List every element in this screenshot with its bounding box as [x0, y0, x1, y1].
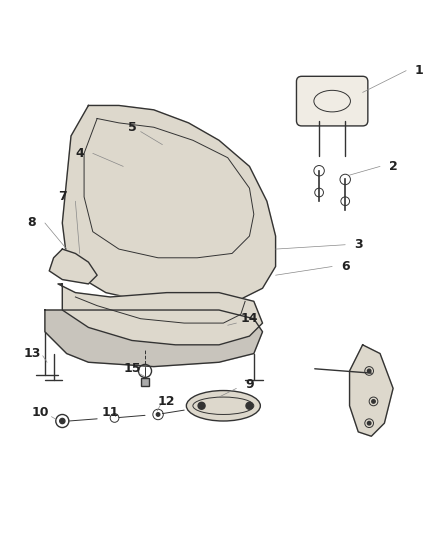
Circle shape — [198, 402, 205, 409]
Text: 6: 6 — [341, 260, 350, 273]
Text: 1: 1 — [415, 64, 424, 77]
Text: 11: 11 — [102, 406, 119, 419]
Text: 13: 13 — [23, 347, 41, 360]
Text: 15: 15 — [123, 362, 141, 375]
Text: 2: 2 — [389, 160, 397, 173]
Polygon shape — [58, 284, 262, 345]
Text: 10: 10 — [32, 406, 49, 419]
Text: 12: 12 — [158, 395, 176, 408]
Circle shape — [60, 418, 65, 424]
Circle shape — [372, 400, 375, 403]
FancyBboxPatch shape — [297, 76, 368, 126]
Text: 4: 4 — [75, 147, 84, 160]
Polygon shape — [62, 106, 276, 305]
Text: 7: 7 — [58, 190, 67, 204]
Text: 8: 8 — [28, 216, 36, 230]
Circle shape — [246, 402, 253, 409]
Circle shape — [156, 413, 160, 416]
Text: 14: 14 — [241, 312, 258, 325]
Circle shape — [367, 369, 371, 373]
Polygon shape — [45, 310, 262, 367]
Text: 5: 5 — [127, 121, 136, 134]
Circle shape — [367, 422, 371, 425]
Polygon shape — [350, 345, 393, 436]
Text: 3: 3 — [354, 238, 363, 251]
Polygon shape — [49, 249, 97, 284]
Text: 9: 9 — [245, 377, 254, 391]
Ellipse shape — [186, 391, 260, 421]
